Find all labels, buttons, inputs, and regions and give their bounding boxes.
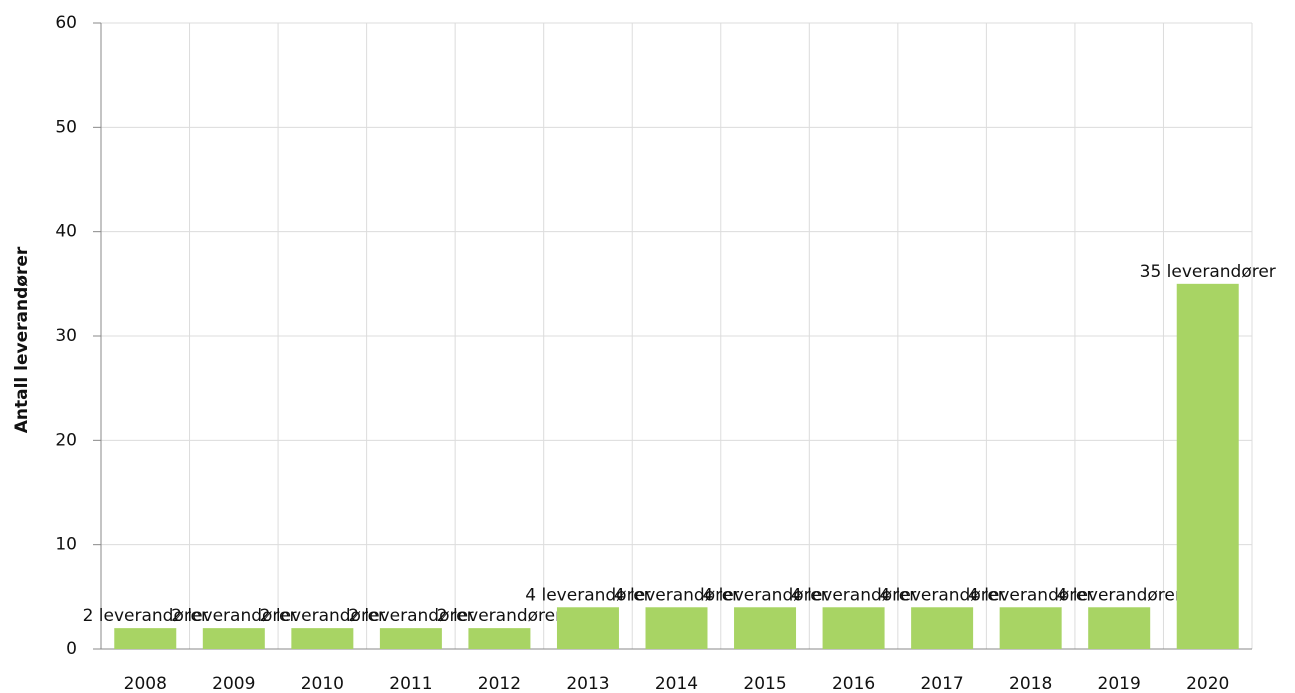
- x-tick-label: 2016: [832, 674, 875, 693]
- data-label: 4 leverandører: [702, 585, 827, 605]
- x-tick-label: 2017: [920, 674, 963, 693]
- data-label: 2 leverandører: [171, 606, 296, 626]
- data-label: 4 leverandører: [1057, 585, 1182, 605]
- data-label: 4 leverandører: [525, 585, 650, 605]
- bar: [114, 628, 177, 649]
- x-tick-label: 2015: [743, 674, 786, 693]
- bar: [911, 607, 974, 649]
- bar: [645, 607, 708, 649]
- x-tick-label: 2018: [1009, 674, 1052, 693]
- data-label: 35 leverandører: [1140, 262, 1276, 282]
- y-tick-label: 40: [55, 222, 77, 242]
- x-tick-label: 2011: [389, 674, 432, 693]
- x-tick-label: 2009: [212, 674, 255, 693]
- y-tick-label: 30: [55, 326, 77, 346]
- bar: [379, 628, 442, 649]
- y-tick-label: 50: [55, 117, 77, 137]
- bar: [822, 607, 885, 649]
- x-tick-label: 2019: [1098, 674, 1141, 693]
- data-label: 2 leverandører: [348, 606, 473, 626]
- data-label: 4 leverandører: [879, 585, 1004, 605]
- bar: [468, 628, 531, 649]
- bar: [202, 628, 265, 649]
- y-axis-label: Antall leverandører: [12, 246, 32, 433]
- data-label: 4 leverandører: [614, 585, 739, 605]
- data-label: 2 leverandører: [83, 606, 208, 626]
- bar: [556, 607, 619, 649]
- y-tick-label: 60: [55, 13, 77, 33]
- bar: [734, 607, 797, 649]
- x-tick-label: 2012: [478, 674, 521, 693]
- data-label: 4 leverandører: [791, 585, 916, 605]
- data-label: 2 leverandører: [260, 606, 385, 626]
- x-tick-label: 2010: [301, 674, 344, 693]
- data-label: 2 leverandører: [437, 606, 562, 626]
- x-tick-label: 2014: [655, 674, 698, 693]
- bar: [1176, 283, 1239, 649]
- x-tick-label: 2013: [566, 674, 609, 693]
- bar: [1088, 607, 1151, 649]
- data-label: 4 leverandører: [968, 585, 1093, 605]
- x-tick-label: 2020: [1186, 674, 1229, 693]
- y-tick-label: 20: [55, 430, 77, 450]
- y-tick-label: 10: [55, 535, 77, 555]
- y-tick-label: 0: [66, 639, 77, 659]
- x-tick-label: 2008: [124, 674, 167, 693]
- bar: [291, 628, 354, 649]
- bar: [999, 607, 1062, 649]
